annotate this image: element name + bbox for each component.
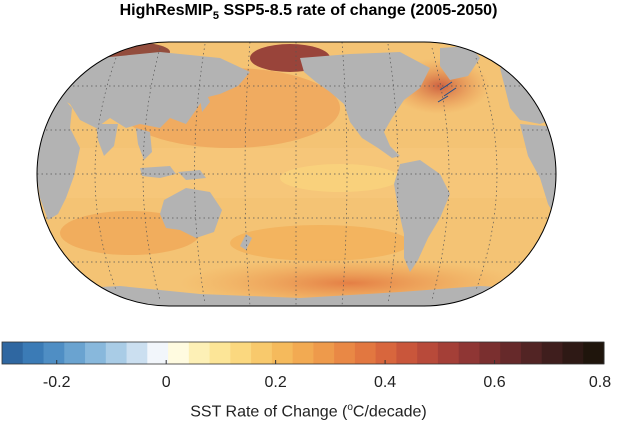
colorbar-swatch <box>292 342 314 364</box>
colorbar-tick-label: 0 <box>161 374 171 391</box>
colorbar-tick-label: 0.6 <box>483 374 506 391</box>
new-zealand <box>240 234 252 250</box>
colorbar-label-prefix: SST Rate of Change ( <box>190 403 348 421</box>
colorbar-swatch <box>2 342 24 364</box>
greenland <box>440 46 480 80</box>
significance-marks <box>437 81 457 103</box>
colorbar-swatch <box>354 342 377 364</box>
colorbar-swatch <box>334 342 356 364</box>
colorbar-tick-label: 0.2 <box>264 374 287 391</box>
southeast-asia <box>136 128 152 160</box>
indonesia <box>140 166 176 178</box>
colorbar-swatch <box>396 342 418 364</box>
colorbar-swatch <box>271 342 294 364</box>
colorbar-swatch <box>541 342 563 364</box>
colorbar-swatch <box>583 342 605 364</box>
colorbar-swatch <box>147 342 169 364</box>
colorbar-label: SST Rate of Change (oC/decade) <box>0 402 617 421</box>
colorbar-swatch <box>126 342 148 364</box>
colorbar-swatch <box>188 342 211 364</box>
title-text: HighResMIP <box>119 2 213 19</box>
title-rest: SSP5-8.5 rate of change (2005-2050) <box>219 2 498 19</box>
colorbar-swatch <box>437 342 460 364</box>
south-america <box>394 160 450 272</box>
colorbar-swatch <box>562 342 584 364</box>
colorbar-border <box>1 341 605 365</box>
colorbar-swatch <box>209 342 231 364</box>
colorbar-swatch <box>22 342 45 364</box>
east-pacific-cool <box>280 164 400 192</box>
colorbar-swatch <box>43 342 65 364</box>
eurasia <box>37 52 250 128</box>
australia <box>160 188 222 238</box>
map-border <box>36 41 557 307</box>
india <box>96 124 118 156</box>
north-america <box>300 52 430 158</box>
colorbar-swatch <box>230 342 252 364</box>
colorbar-swatch <box>458 342 480 364</box>
japan <box>200 92 210 112</box>
colorbar-swatch <box>85 342 107 364</box>
colorbar-swatch <box>520 342 543 364</box>
colorbar-swatch <box>500 342 522 364</box>
colorbar-tick-label: 0.8 <box>588 374 612 391</box>
title-subscript: 5 <box>212 10 220 22</box>
colorbar-tick-label: 0.4 <box>373 374 397 391</box>
colorbar-swatch <box>313 342 335 364</box>
graticule <box>37 42 556 306</box>
africa-west <box>520 124 556 218</box>
colorbar-swatch <box>251 342 273 364</box>
colorbar-swatch <box>479 342 501 364</box>
colorbar-swatch <box>168 342 190 364</box>
world-map <box>36 41 557 307</box>
figure-title: HighResMIP5 SSP5-8.5 rate of change (200… <box>0 0 617 27</box>
colorbar-label-suffix: C/decade) <box>352 403 427 421</box>
south-pacific-band <box>230 225 410 261</box>
colorbar-swatch <box>105 342 128 364</box>
colorbar-swatch <box>375 342 397 364</box>
colorbar-swatch <box>417 342 439 364</box>
colorbar-tick-label: -0.2 <box>42 374 71 391</box>
africa <box>37 94 80 220</box>
land <box>37 46 556 306</box>
degree-superscript: o <box>347 402 353 413</box>
antarctica <box>37 286 556 306</box>
colorbar-swatch <box>64 342 86 364</box>
new-guinea <box>178 170 206 180</box>
colorbar <box>1 341 605 365</box>
